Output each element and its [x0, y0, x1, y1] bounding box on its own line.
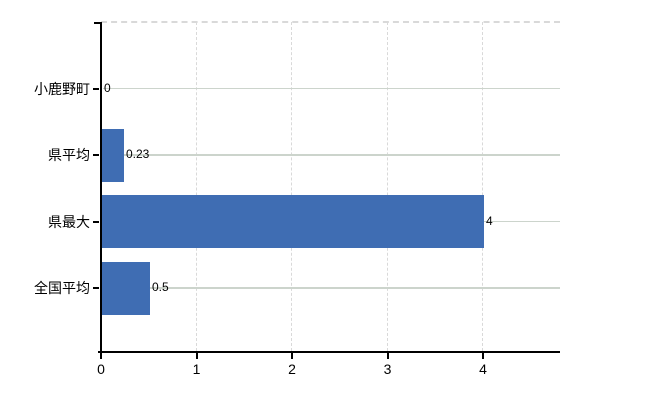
category-label: 小鹿野町 — [34, 80, 90, 97]
x-tick-label: 3 — [383, 361, 392, 377]
vertical-gridline — [195, 22, 197, 351]
y-axis-tick — [93, 220, 99, 223]
y-axis-tick — [93, 154, 99, 156]
x-axis-tick — [195, 353, 198, 359]
vertical-gridline — [291, 22, 292, 351]
vertical-gridline — [386, 22, 388, 351]
bar — [102, 195, 484, 248]
horizontal-gridline — [103, 87, 560, 90]
x-tick-label: 4 — [479, 361, 487, 377]
bar-value-label: 4 — [486, 213, 493, 228]
y-axis-tick — [93, 87, 99, 90]
x-axis-line — [98, 351, 560, 353]
x-tick-label: 2 — [288, 361, 296, 377]
category-label: 全国平均 — [34, 280, 90, 296]
x-tick-label: 0 — [97, 361, 105, 377]
horizontal-gridline — [103, 287, 560, 289]
x-tick-label: 1 — [192, 361, 201, 377]
x-axis-tick — [100, 353, 102, 359]
x-axis-tick — [482, 353, 484, 359]
y-axis-line — [100, 22, 102, 353]
category-label: 県平均 — [48, 147, 90, 163]
x-axis-tick — [291, 353, 293, 359]
y-axis-tick — [93, 287, 99, 289]
category-label: 県最大 — [48, 213, 90, 230]
bar-value-label: 0.5 — [152, 280, 169, 294]
bar-value-label: 0 — [104, 80, 111, 95]
horizontal-gridline — [103, 154, 560, 156]
x-axis-tick — [386, 353, 389, 359]
bar — [102, 128, 124, 182]
plot-top-border — [101, 21, 560, 23]
bar — [102, 261, 150, 315]
bar-value-label: 0.23 — [126, 147, 150, 161]
vertical-gridline — [482, 22, 483, 351]
y-axis-top-cap — [94, 22, 100, 24]
